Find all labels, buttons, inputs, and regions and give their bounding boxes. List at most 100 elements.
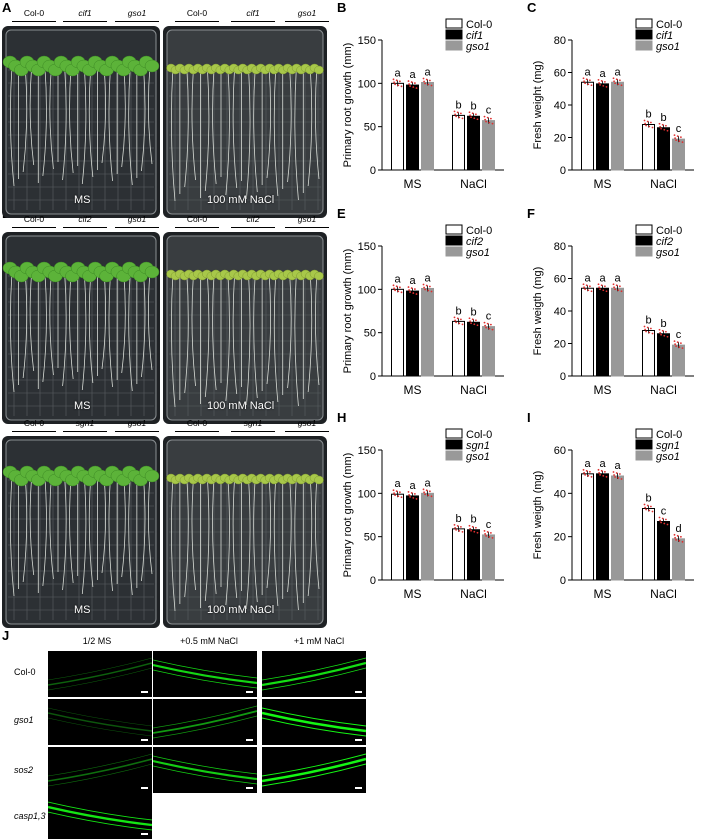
data-point bbox=[394, 289, 396, 292]
data-point bbox=[484, 533, 486, 535]
y-tick-label: 100 bbox=[358, 488, 376, 500]
data-point bbox=[675, 139, 677, 142]
data-point bbox=[597, 78, 600, 81]
seedling-root bbox=[184, 65, 189, 188]
y-tick-label: 100 bbox=[358, 78, 376, 90]
micro-row-col0-label: Col-0 bbox=[14, 667, 36, 677]
data-point bbox=[614, 476, 616, 478]
legend-swatch bbox=[635, 18, 653, 29]
data-point bbox=[475, 526, 477, 529]
data-point bbox=[600, 284, 603, 287]
data-point bbox=[485, 326, 487, 329]
data-point bbox=[424, 493, 426, 496]
data-point bbox=[415, 498, 418, 500]
data-point bbox=[676, 135, 679, 138]
nacl-plate-photo: 100 mM NaCl bbox=[163, 26, 327, 218]
data-point bbox=[597, 468, 600, 471]
data-point bbox=[485, 120, 487, 123]
ms-caption: MS bbox=[74, 400, 91, 412]
data-point bbox=[484, 118, 486, 121]
data-point bbox=[394, 494, 396, 497]
legend-swatch bbox=[445, 246, 463, 257]
significance-letter: c bbox=[486, 519, 492, 531]
data-point bbox=[454, 113, 456, 116]
significance-letter: a bbox=[409, 275, 416, 287]
root-signal bbox=[262, 757, 366, 783]
data-point bbox=[673, 340, 676, 343]
data-point bbox=[678, 140, 681, 143]
bar bbox=[452, 114, 465, 171]
seedling-shoot bbox=[314, 271, 324, 281]
bar bbox=[581, 81, 594, 171]
panel-letter-f: F bbox=[527, 206, 535, 221]
seedling-root bbox=[62, 271, 67, 387]
micro-column-2-header: +0.5 mM NaCl bbox=[180, 636, 238, 646]
micro-row-gso1-label: gso1 bbox=[14, 715, 34, 725]
genotype-underline bbox=[175, 21, 219, 22]
seedling-root bbox=[294, 475, 299, 611]
y-axis-label: Primary root growth (mm) bbox=[342, 453, 354, 578]
seedling-shoot bbox=[144, 469, 160, 483]
legend-label: Col-0 bbox=[466, 429, 492, 441]
seedling-root bbox=[81, 271, 87, 391]
y-axis-label: Primary root growth (mm) bbox=[342, 43, 354, 168]
data-point bbox=[488, 121, 491, 124]
seedling-root bbox=[128, 65, 133, 186]
data-point bbox=[584, 82, 586, 85]
data-point bbox=[422, 77, 425, 80]
data-point bbox=[602, 289, 605, 292]
x-category-label: MS bbox=[594, 587, 612, 601]
genotype-label: gso1 bbox=[127, 8, 147, 18]
seedling-root bbox=[287, 475, 292, 593]
significance-letter: b bbox=[645, 109, 651, 121]
scale-bar bbox=[141, 833, 148, 835]
data-point bbox=[414, 288, 416, 290]
significance-letter: a bbox=[584, 272, 591, 284]
data-point bbox=[486, 116, 489, 119]
data-point bbox=[644, 328, 646, 331]
data-point bbox=[617, 477, 620, 479]
seedling-root bbox=[307, 271, 313, 393]
data-point bbox=[460, 112, 462, 115]
data-point bbox=[486, 531, 489, 533]
data-point bbox=[458, 116, 461, 119]
bar bbox=[467, 115, 480, 171]
data-point bbox=[659, 519, 661, 522]
root-signal bbox=[262, 717, 366, 737]
nacl-caption: 100 mM NaCl bbox=[207, 194, 275, 206]
seedling-root bbox=[225, 475, 230, 606]
data-point bbox=[648, 331, 651, 334]
legend-swatch bbox=[635, 428, 653, 439]
data-point bbox=[617, 83, 620, 86]
data-point bbox=[602, 474, 605, 477]
data-point bbox=[620, 478, 623, 480]
data-point bbox=[673, 533, 676, 536]
data-point bbox=[614, 288, 616, 291]
data-point bbox=[612, 77, 615, 80]
seedling-root bbox=[49, 65, 54, 170]
legend-swatch bbox=[445, 450, 463, 461]
legend-swatch bbox=[635, 450, 653, 461]
data-point bbox=[585, 78, 588, 81]
seedling-root bbox=[108, 475, 113, 592]
data-point bbox=[471, 525, 474, 528]
seedling-root bbox=[42, 271, 47, 383]
data-point bbox=[423, 491, 425, 494]
data-point bbox=[602, 84, 605, 87]
seedling-root bbox=[88, 271, 94, 384]
data-point bbox=[665, 518, 667, 521]
significance-letter: b bbox=[455, 99, 461, 111]
x-category-label: MS bbox=[404, 587, 422, 601]
genotype-underline bbox=[12, 227, 56, 228]
data-point bbox=[456, 317, 459, 320]
seedling-root bbox=[273, 65, 279, 197]
bar bbox=[421, 287, 434, 377]
seedling-root bbox=[191, 65, 196, 181]
confocal-image bbox=[153, 651, 257, 697]
y-tick-label: 150 bbox=[358, 35, 376, 47]
data-point bbox=[483, 115, 486, 118]
scale-bar bbox=[246, 787, 253, 789]
data-point bbox=[582, 468, 585, 471]
